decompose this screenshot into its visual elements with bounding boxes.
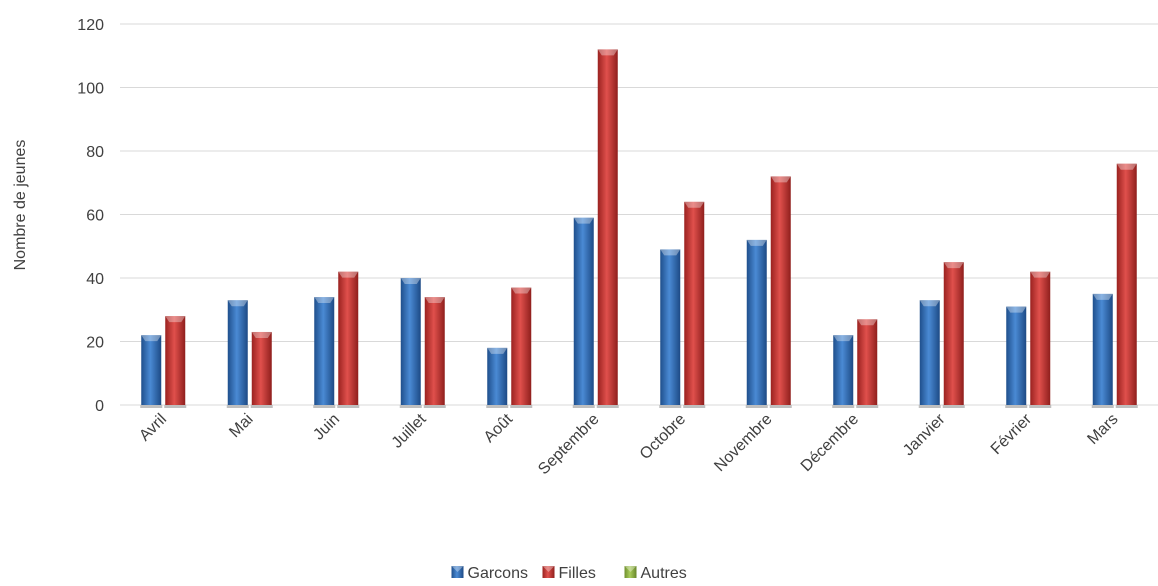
x-tick-label: Octobre [637,411,689,463]
x-axis: Avril Mai Juin Juillet Août Septembre Octobre N… [136,410,1121,478]
bar-garcons [399,278,422,408]
bar-garcons [1005,306,1028,408]
bar-filles [596,49,619,408]
y-axis: 0 20 40 60 80 100 120 [77,17,104,415]
bar-filles [1115,163,1138,408]
x-tick-label: Mars [1084,411,1121,448]
legend-item-garcons: Garcons [451,565,528,582]
bar-filles [1029,271,1052,408]
bar-filles [942,262,965,408]
legend-item-filles: Filles [542,565,596,582]
x-tick-label: Novembre [711,411,775,475]
y-tick-label: 60 [86,208,104,225]
legend-label: Autres [641,565,687,582]
x-tick-label: Septembre [535,411,602,478]
x-tick-label: Mai [226,411,256,441]
x-tick-label: Janvier [900,410,949,459]
bar-filles [250,331,273,408]
legend: Garcons Filles Autres [451,565,687,582]
bar-garcons [1091,293,1114,408]
bar-garcons [745,239,768,408]
bar-garcons [140,335,163,408]
y-tick-label: 100 [77,81,104,98]
legend-swatch [624,566,637,578]
bar-filles [769,176,792,408]
legend-item-autres: Autres [624,565,687,582]
legend-swatch [542,566,555,578]
bar-garcons [918,300,941,408]
bar-filles [337,271,360,408]
bar-filles [510,287,533,408]
legend-label: Garcons [468,565,528,582]
bars [140,49,1138,408]
bar-garcons [226,300,249,408]
bar-garcons [659,249,682,408]
x-tick-label: Juillet [389,410,430,451]
bar-filles [683,201,706,408]
bar-filles [856,319,879,408]
bar-garcons [832,335,855,408]
x-tick-label: Décembre [798,411,862,475]
bar-garcons [486,347,509,408]
gridlines [120,23,1158,406]
y-axis-title: Nombre de jeunes [12,140,29,271]
x-tick-label: Juin [310,411,343,444]
y-tick-label: 80 [86,144,104,161]
y-tick-label: 120 [77,17,104,34]
legend-label: Filles [559,565,596,582]
x-tick-label: Février [988,410,1036,458]
y-tick-label: 40 [86,271,104,288]
bar-filles [423,297,446,408]
legend-swatch [451,566,464,578]
y-tick-label: 0 [95,398,104,415]
x-tick-label: Avril [136,411,170,445]
x-tick-label: Août [481,410,517,446]
bar-garcons [313,297,336,408]
y-tick-label: 20 [86,335,104,352]
bar-garcons [572,217,595,408]
bar-filles [164,316,187,408]
